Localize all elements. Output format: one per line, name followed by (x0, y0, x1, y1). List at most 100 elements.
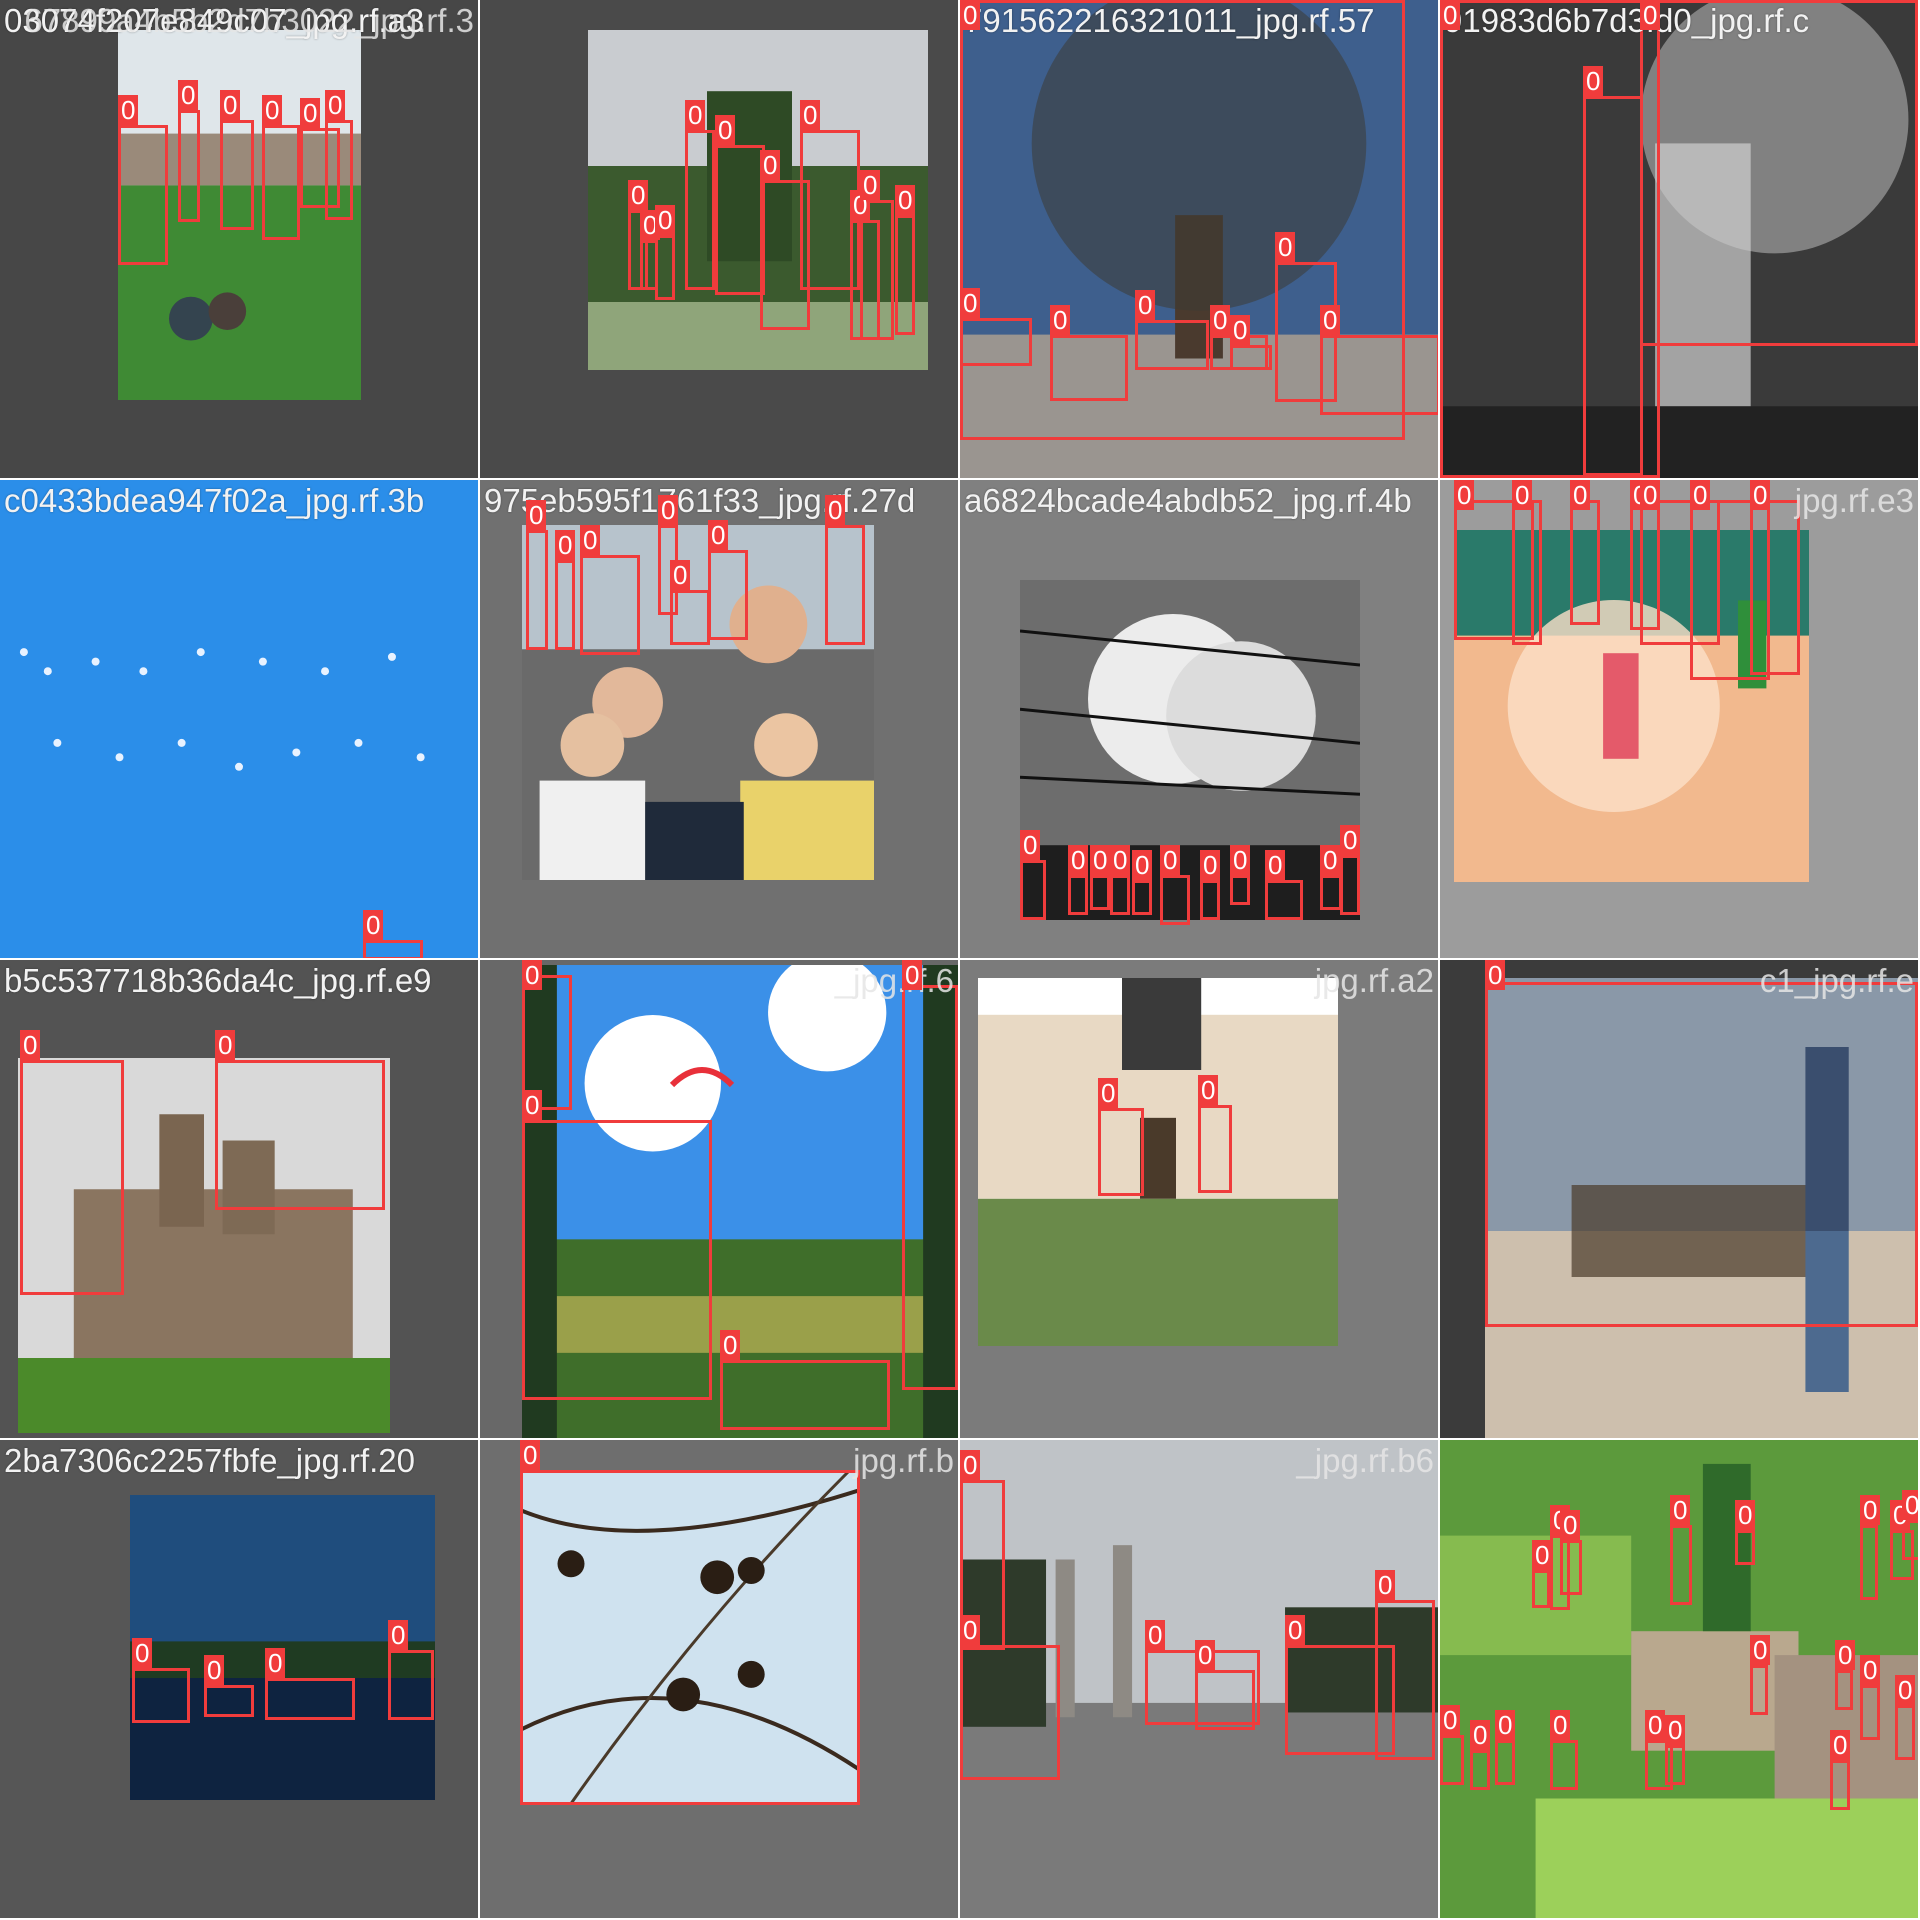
detection-label: 0 (1902, 1490, 1918, 1520)
tile-filename-overlap: jpg.rf.b (853, 1442, 954, 1479)
detection-label: 0 (388, 1620, 409, 1650)
detection-box (760, 180, 810, 330)
detection-label: 0 (1550, 1710, 1571, 1740)
detection-box (1550, 1740, 1578, 1790)
mosaic-tile: 0 0 b5c537718b36da4c_jpg.rf.e9 (0, 960, 478, 1438)
detection-label: 0 (1110, 845, 1131, 875)
mosaic-tile: 0 0 0 0 0 0 0 975eb595f1761f33_jpg.rf.27d (480, 480, 958, 958)
tile-photo (0, 480, 478, 958)
tile-filename-overlap: _jpg.rf.b6 (1296, 1442, 1434, 1479)
detection-label: 0 (1665, 1715, 1686, 1745)
detection-box (1320, 335, 1438, 415)
detection-box (1830, 1760, 1850, 1810)
detection-box (960, 0, 1405, 440)
detection-label: 0 (1160, 845, 1181, 875)
detection-label: 0 (520, 1440, 541, 1470)
detection-label: 0 (1275, 232, 1296, 262)
detection-box (902, 985, 958, 1390)
mosaic-tile: 0 0 0 0 0 0 0 0 791562216321011_jpg.rf.57 (960, 0, 1438, 478)
detection-box (215, 1060, 385, 1210)
tile-photo (1440, 0, 1918, 478)
detection-label: 0 (1895, 1675, 1916, 1705)
tile-filename-overlap: _jpg.rf.6 (834, 962, 954, 999)
detection-label: 0 (580, 525, 601, 555)
detection-box (363, 940, 423, 958)
detection-label: 0 (215, 1030, 236, 1060)
detection-label: 0 (670, 560, 691, 590)
detection-label: 0 (658, 495, 679, 525)
detection-label: 0 (1200, 850, 1221, 880)
detection-label: 0 (1132, 850, 1153, 880)
detection-box (1230, 345, 1272, 370)
detection-box (300, 128, 340, 208)
detection-label: 0 (363, 910, 384, 940)
detection-box (325, 120, 353, 220)
detection-label: 0 (1485, 960, 1506, 990)
detection-label: 0 (262, 95, 283, 125)
detection-box (118, 125, 168, 265)
detection-label: 0 (1860, 1495, 1881, 1525)
mosaic-tile: 0 0 0 0 0 0 03074f207e849c07_jpg.rf.a3 67899a4b… (0, 0, 478, 478)
detection-box (1860, 1525, 1878, 1600)
detection-box (1665, 1745, 1685, 1785)
detection-box (960, 318, 1032, 366)
detection-box (526, 530, 548, 650)
detection-label: 0 (1830, 1730, 1851, 1760)
detection-box (1570, 500, 1600, 625)
detection-label: 0 (1640, 0, 1661, 30)
tile-photo (960, 0, 1438, 478)
detection-box (20, 1060, 124, 1295)
tile-photo (1020, 580, 1360, 920)
detection-label: 0 (860, 170, 881, 200)
tile-photo (1485, 978, 1918, 1438)
detection-label: 0 (715, 115, 736, 145)
detection-box (1440, 1735, 1464, 1785)
detection-box (1560, 1540, 1582, 1595)
detection-label: 0 (325, 90, 346, 120)
detection-box (1440, 0, 1660, 478)
mosaic-tile: 0 0 0 0 _jpg.rf.6 (480, 960, 958, 1438)
detection-label: 0 (895, 185, 916, 215)
mosaic-tile: 0 0 0 0 0 0 _jpg.rf.b6 (960, 1440, 1438, 1918)
detection-box (265, 1678, 355, 1720)
detection-box (1512, 500, 1542, 645)
detection-label: 0 (1145, 1620, 1166, 1650)
detection-label: 0 (960, 0, 981, 30)
detection-label: 0 (300, 98, 321, 128)
detection-box (520, 1470, 860, 1805)
mosaic-tile: 0 0 0 91983d6b7d3fd0_jpg.rf.c (1440, 0, 1918, 478)
detection-box (1230, 875, 1250, 905)
detection-label: 0 (960, 1450, 981, 1480)
tile-filename: b5c537718b36da4c_jpg.rf.e9 (4, 962, 432, 999)
detection-label: 0 (800, 100, 821, 130)
detection-label: 0 (1532, 1540, 1553, 1570)
detection-label: 0 (1570, 480, 1591, 510)
detection-label: 0 (1210, 305, 1231, 335)
detection-label: 0 (1640, 480, 1661, 510)
detection-label: 0 (1690, 480, 1711, 510)
detection-box (522, 1120, 712, 1400)
detection-box (1690, 500, 1770, 680)
detection-box (715, 145, 765, 295)
detection-label: 0 (1560, 1510, 1581, 1540)
detection-label: 0 (1375, 1570, 1396, 1600)
tile-filename-overlap: c1_jpg.rf.e (1759, 962, 1914, 999)
detection-box (522, 975, 572, 1110)
detection-box (1195, 1670, 1255, 1730)
detection-label: 0 (1860, 1655, 1881, 1685)
detection-label: 0 (1440, 0, 1461, 30)
tile-photo (1440, 1440, 1918, 1918)
detection-box (1110, 875, 1130, 915)
mosaic-tile: 0 0 0 0 2ba7306c2257fbfe_jpg.rf.20 (0, 1440, 478, 1918)
detection-box (720, 1360, 890, 1430)
mosaic-tile: 0 0 jpg.rf.a2 (960, 960, 1438, 1438)
detection-box (1135, 320, 1209, 370)
detection-box (204, 1685, 254, 1717)
detection-label: 0 (1098, 1078, 1119, 1108)
mosaic-tile: 0000000jpg.rf.e3 (1440, 480, 1918, 958)
detection-box (960, 1480, 1005, 1650)
detection-box (1470, 1750, 1490, 1790)
detection-label: 0 (178, 80, 199, 110)
detection-box (1735, 1530, 1755, 1565)
mosaic-tile: 0 jpg.rf.b (480, 1440, 958, 1918)
